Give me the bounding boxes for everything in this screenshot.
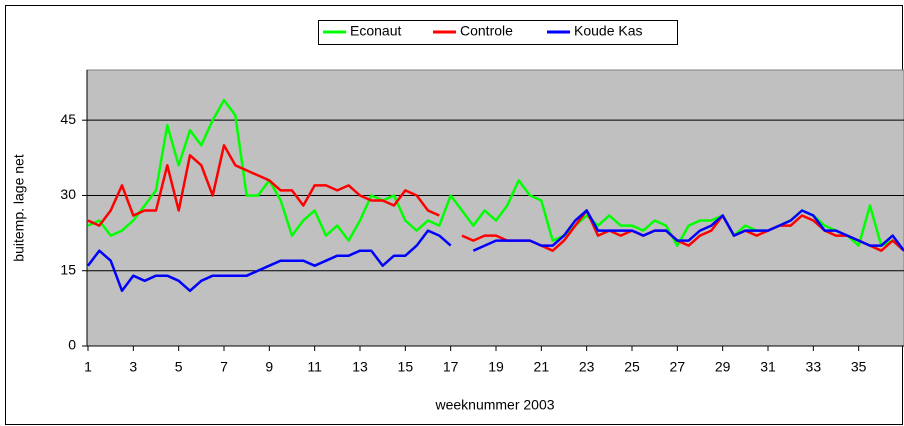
y-tick-label: 0 <box>68 337 76 353</box>
x-tick-label: 1 <box>84 359 92 375</box>
x-tick-label: 7 <box>220 359 228 375</box>
y-tick-label: 45 <box>60 111 76 127</box>
x-tick-label: 17 <box>443 359 459 375</box>
x-tick-label: 35 <box>851 359 867 375</box>
x-tick-label: 23 <box>579 359 595 375</box>
x-tick-label: 27 <box>670 359 686 375</box>
legend-label: Controle <box>460 23 513 39</box>
x-tick-label: 13 <box>352 359 368 375</box>
plot-area <box>86 69 904 347</box>
x-tick-label: 25 <box>624 359 640 375</box>
x-tick-label: 9 <box>265 359 273 375</box>
x-tick-label: 5 <box>175 359 183 375</box>
legend-label: Koude Kas <box>574 23 643 39</box>
y-axis-label: buitemp. lage net <box>11 154 27 262</box>
y-tick-label: 15 <box>60 261 76 277</box>
x-tick-label: 31 <box>760 359 776 375</box>
y-tick-label: 30 <box>60 186 76 202</box>
x-tick-label: 19 <box>488 359 504 375</box>
x-tick-label: 33 <box>806 359 822 375</box>
legend <box>318 20 678 45</box>
x-tick-label: 11 <box>307 359 322 375</box>
x-tick-label: 15 <box>398 359 414 375</box>
x-tick-label: 21 <box>534 359 550 375</box>
x-tick-label: 3 <box>129 359 137 375</box>
x-axis-label: weeknummer 2003 <box>434 397 554 413</box>
series-line <box>87 209 904 293</box>
legend-label: Econaut <box>350 23 401 39</box>
x-tick-label: 29 <box>715 359 731 375</box>
